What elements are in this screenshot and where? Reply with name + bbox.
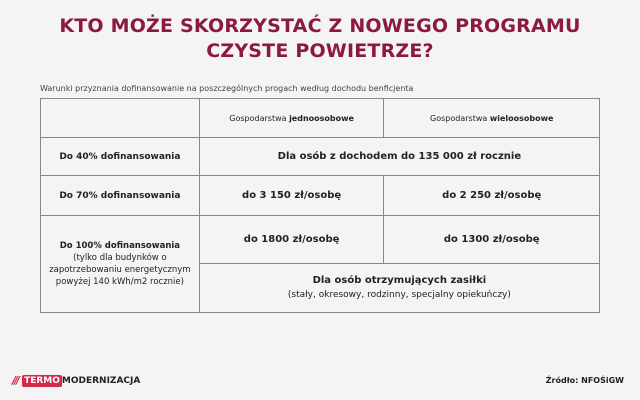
row-label: Do 100% dofinansowania (tylko dla budynk… xyxy=(40,215,200,313)
funding-table: Gospodarstwa jednoosobowe Gospodarstwa w… xyxy=(40,98,601,313)
row-label: Do 40% dofinansowania xyxy=(40,137,200,176)
page-title: KTO MOŻE SKORZYSTAĆ Z NOWEGO PROGRAMU CZ… xyxy=(59,15,581,62)
row-value: Dla osób z dochodem do 135 000 zł roczni… xyxy=(198,137,601,176)
termomodernizacja-logo: /// TERMO MODERNIZACJA xyxy=(12,374,141,387)
row-value-single: do 1800 zł/osobę xyxy=(198,215,385,264)
header-single: Gospodarstwa jednoosobowe xyxy=(198,98,385,138)
table-header-row: Gospodarstwa jednoosobowe Gospodarstwa w… xyxy=(40,98,600,138)
table-caption: Warunki przyznania dofinansowanie na pos… xyxy=(40,84,414,93)
row-value-multi: do 2 250 zł/osobę xyxy=(383,175,600,216)
table-row: Do 70% dofinansowania do 3 150 zł/osobę … xyxy=(40,175,600,216)
table-row: Do 40% dofinansowania Dla osób z dochode… xyxy=(40,137,601,176)
source-note: Źródło: NFOŚiGW xyxy=(545,376,624,385)
table-row: Do 100% dofinansowania (tylko dla budynk… xyxy=(40,215,600,313)
row-value-single: do 3 150 zł/osobę xyxy=(198,175,385,216)
row-label: Do 70% dofinansowania xyxy=(40,175,200,216)
table-row: Dla osób otrzymujących zasiłki (stały, o… xyxy=(41,263,601,313)
row-value-multi: do 1300 zł/osobę xyxy=(383,215,600,264)
benefit-cell: Dla osób otrzymujących zasiłki (stały, o… xyxy=(198,263,601,313)
stripes-icon: /// xyxy=(12,374,20,387)
empty-header-cell xyxy=(40,98,200,138)
header-multi: Gospodarstwa wieloosobowe xyxy=(383,98,600,138)
